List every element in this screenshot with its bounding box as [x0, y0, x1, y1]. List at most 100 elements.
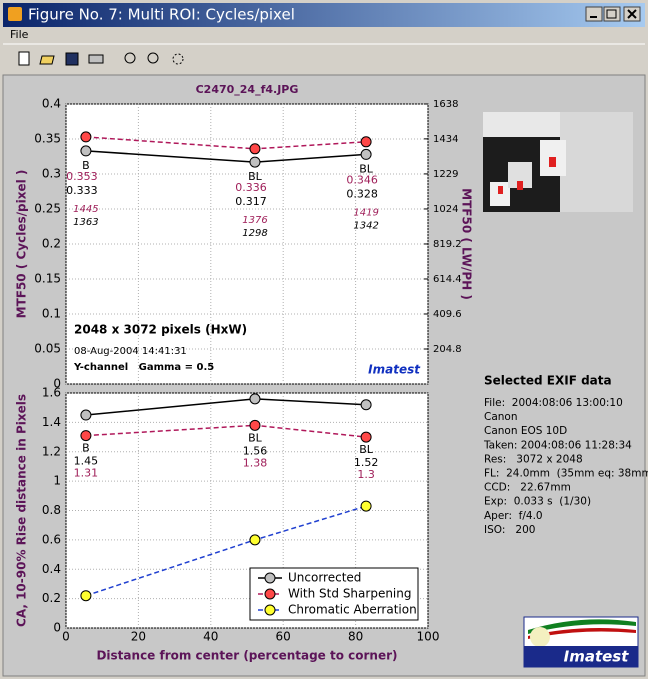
y2-tick-label: 1024 — [433, 204, 458, 215]
zoom-out-icon[interactable] — [147, 52, 159, 64]
marker — [80, 409, 92, 421]
y-tick-label: 0.2 — [42, 591, 61, 605]
window-buttons — [585, 6, 641, 22]
value-label: 1.56 — [243, 444, 268, 457]
exif-line: Exp: 0.033 s (1/30) — [484, 496, 591, 508]
value-label: 0.346 — [346, 173, 378, 186]
exif-line: FL: 24.0mm (35mm eq: 38mm) — [484, 468, 648, 480]
logo-stripe — [528, 628, 636, 639]
point-label: BL — [359, 443, 374, 456]
thumbnail-roi — [498, 186, 503, 194]
lwph-label: 1419 — [353, 207, 378, 218]
value-label: 1.38 — [243, 456, 268, 469]
point-label: B — [82, 442, 90, 455]
title-bar — [3, 3, 645, 27]
thumbnail — [483, 112, 633, 212]
maximize-glyph — [606, 9, 617, 19]
legend-label: Uncorrected — [288, 571, 361, 585]
chart-title: C2470_24_f4.JPG — [196, 83, 299, 96]
y2-tick-label: 204.8 — [433, 344, 462, 355]
y2-tick-label: 1638 — [433, 99, 458, 110]
legend-marker — [264, 604, 276, 616]
y-tick-label: 0.15 — [34, 272, 61, 286]
logo-stripe — [528, 619, 636, 634]
y2-axis-label: MTF50 ( LW/PH ) — [460, 188, 474, 300]
thumbnail-roi — [549, 157, 556, 167]
lwph-label: 1363 — [73, 217, 98, 228]
logo-text: Imatest — [564, 648, 630, 666]
point-label: BL — [248, 431, 263, 444]
legend-label: Chromatic Aberration — [288, 603, 417, 617]
y2-tick-label: 614.4 — [433, 274, 462, 285]
open-icon[interactable] — [39, 55, 55, 65]
y-tick-label: 0.8 — [42, 503, 61, 517]
annotation: 2048 x 3072 pixels (HxW) — [74, 323, 247, 337]
lwph-label: 1445 — [73, 204, 98, 215]
toolbar — [18, 51, 184, 66]
marker — [249, 419, 261, 431]
x-tick-label: 40 — [203, 630, 218, 644]
print-icon[interactable] — [88, 54, 104, 64]
y-tick-label: 1.4 — [42, 415, 61, 429]
y-tick-label: 0.4 — [42, 562, 61, 576]
exif-line: Res: 3072 x 2048 — [484, 453, 583, 465]
exif-line: CCD: 22.67mm — [484, 482, 571, 494]
y-tick-label: 0.2 — [42, 237, 61, 251]
marker — [249, 534, 261, 546]
maximize-button[interactable] — [603, 6, 621, 22]
value-label: 1.31 — [74, 467, 99, 480]
marker — [80, 430, 92, 442]
lwph-label: 1342 — [353, 220, 378, 231]
x-axis-label: Distance from center (percentage to corn… — [96, 649, 397, 663]
value-label: 0.328 — [346, 187, 378, 200]
value-label: 1.45 — [74, 455, 99, 468]
window-title: Figure No. 7: Multi ROI: Cycles/pixel — [28, 6, 295, 24]
legend-marker — [264, 572, 276, 584]
y2-tick-label: 819.2 — [433, 239, 462, 250]
lwph-label: 1376 — [242, 215, 267, 226]
y2-tick-label: 1229 — [433, 169, 458, 180]
point-label: B — [82, 159, 90, 172]
y-axis-label: MTF50 ( Cycles/pixel ) — [15, 170, 29, 319]
exif-title: Selected EXIF data — [484, 374, 612, 388]
minimize-button[interactable] — [585, 6, 603, 22]
logo-sun — [530, 627, 550, 647]
save-icon[interactable] — [65, 52, 79, 66]
zoom-in-icon[interactable] — [124, 52, 136, 64]
y-tick-label: 0.35 — [34, 132, 61, 146]
app-icon — [8, 7, 22, 21]
marker — [249, 156, 261, 168]
y-tick-label: 0 — [53, 377, 61, 391]
y-tick-label: 0.6 — [42, 532, 61, 546]
x-tick-label: 80 — [348, 630, 363, 644]
value-label: 0.333 — [66, 184, 98, 197]
legend-marker — [264, 588, 276, 600]
value-label: 1.3 — [357, 468, 375, 481]
marker — [360, 500, 372, 512]
y2-tick-label: 409.6 — [433, 309, 462, 320]
rotate-icon[interactable] — [172, 53, 184, 65]
menu-item[interactable]: File — [10, 28, 29, 41]
x-tick-label: 100 — [417, 630, 440, 644]
lwph-label: 1298 — [242, 228, 267, 239]
y-tick-label: 1.2 — [42, 444, 61, 458]
marker — [360, 431, 372, 443]
y-tick-label: 0.3 — [42, 167, 61, 181]
marker — [80, 131, 92, 143]
x-tick-label: 20 — [131, 630, 146, 644]
thumbnail-card — [560, 112, 633, 212]
y-tick-label: 0.25 — [34, 202, 61, 216]
exif-line: Canon — [484, 411, 518, 423]
annotation: Y-channel Gamma = 0.5 — [73, 362, 214, 373]
y-tick-label: 0 — [53, 621, 61, 635]
annotation: 08-Aug-2004 14:41:31 — [74, 346, 187, 357]
x-tick-label: 0 — [62, 630, 70, 644]
x-tick-label: 60 — [276, 630, 291, 644]
y-tick-label: 0.1 — [42, 307, 61, 321]
marker — [249, 143, 261, 155]
logo-band — [524, 646, 638, 667]
marker — [249, 393, 261, 405]
value-label: 0.353 — [66, 170, 98, 183]
new-icon[interactable] — [18, 51, 30, 66]
